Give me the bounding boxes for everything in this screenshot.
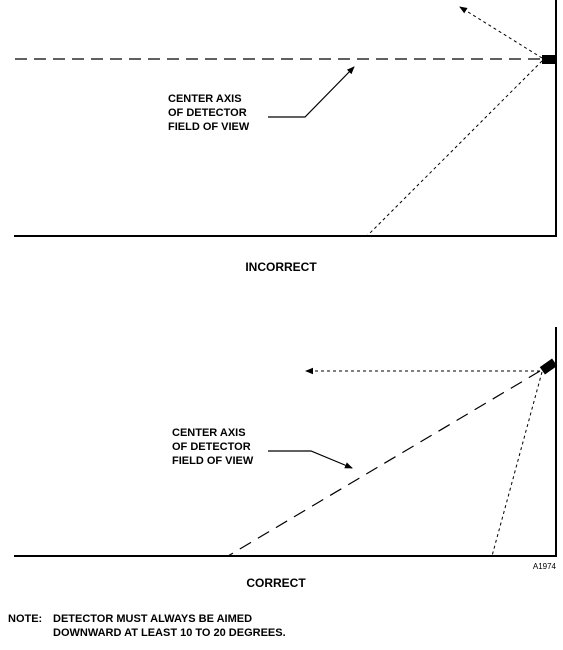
incorrect-detector xyxy=(542,55,557,64)
note-line-2: DOWNWARD AT LEAST 10 TO 20 DEGREES. xyxy=(8,626,286,640)
note-prefix: NOTE: xyxy=(8,613,43,625)
note-text-line-1: DETECTOR MUST ALWAYS BE AIMED xyxy=(53,613,253,625)
note-line-1: NOTE: DETECTOR MUST ALWAYS BE AIMED xyxy=(8,612,286,626)
note-block: NOTE: DETECTOR MUST ALWAYS BE AIMED DOWNW… xyxy=(8,612,286,640)
incorrect-fov-upper-edge xyxy=(459,6,543,59)
note-text-line-2: DOWNWARD AT LEAST 10 TO 20 DEGREES. xyxy=(53,627,286,639)
correct-callout-line-3: FIELD OF VIEW xyxy=(172,455,254,467)
incorrect-fov-lower-edge xyxy=(366,60,543,237)
correct-fov-lower-edge xyxy=(491,371,543,557)
correct-callout-leader xyxy=(268,450,353,469)
correct-callout-line-1: CENTER AXIS xyxy=(172,427,246,439)
incorrect-callout-line-2: OF DETECTOR xyxy=(168,107,247,119)
correct-panel: CENTER AXIS OF DETECTOR FIELD OF VIEW CO… xyxy=(14,327,558,590)
incorrect-callout-line-3: FIELD OF VIEW xyxy=(168,121,250,133)
correct-room-outline xyxy=(14,327,557,557)
correct-callout-line-2: OF DETECTOR xyxy=(172,441,251,453)
incorrect-room-outline xyxy=(14,0,557,237)
incorrect-callout-leader xyxy=(268,66,355,118)
correct-callout-text: CENTER AXIS OF DETECTOR FIELD OF VIEW xyxy=(172,427,254,467)
correct-caption: CORRECT xyxy=(246,576,306,590)
incorrect-panel: CENTER AXIS OF DETECTOR FIELD OF VIEW IN… xyxy=(14,0,557,274)
incorrect-caption: INCORRECT xyxy=(245,260,317,274)
correct-center-axis-line xyxy=(227,370,541,557)
incorrect-callout-line-1: CENTER AXIS xyxy=(168,93,242,105)
correct-detector xyxy=(539,358,558,375)
incorrect-callout-text: CENTER AXIS OF DETECTOR FIELD OF VIEW xyxy=(168,93,250,133)
figure-id: A1974 xyxy=(533,562,557,571)
